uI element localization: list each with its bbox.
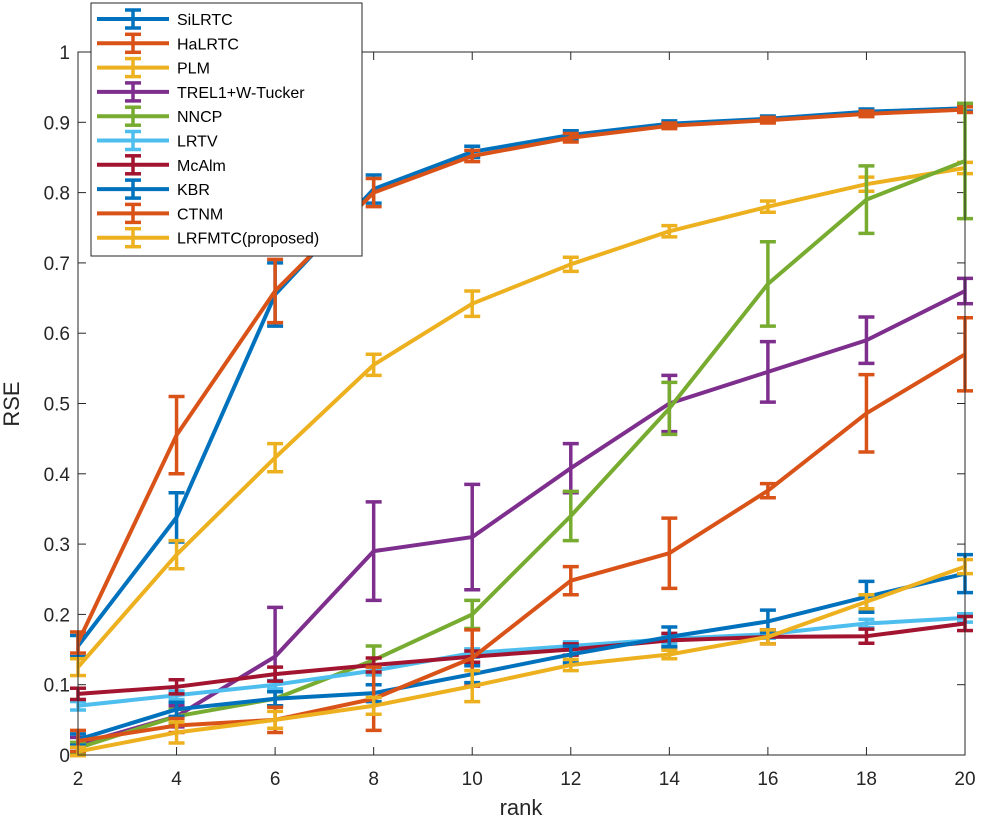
legend-item: HaLRTC xyxy=(97,32,239,55)
x-tick-label: 12 xyxy=(560,769,581,790)
error-bar xyxy=(267,665,284,683)
legend-item: NNCP xyxy=(97,105,222,127)
series-line xyxy=(77,571,966,742)
error-bar xyxy=(168,394,185,476)
y-tick-label: 0.2 xyxy=(44,605,70,626)
y-tick-label: 1 xyxy=(59,43,70,64)
x-tick-label: 8 xyxy=(368,769,379,790)
x-tick-label: 14 xyxy=(659,769,681,790)
y-axis-label: RSE xyxy=(0,381,24,426)
legend-item: McAlm xyxy=(97,154,226,176)
error-bar xyxy=(562,489,579,543)
legend-label: CTNM xyxy=(177,206,223,223)
y-tick-label: 0.8 xyxy=(44,184,70,205)
error-bar xyxy=(759,199,776,215)
error-bar xyxy=(759,628,776,646)
error-bar xyxy=(661,223,678,239)
legend-label: HaLRTC xyxy=(177,36,239,53)
error-bar xyxy=(168,678,185,696)
error-bar xyxy=(858,164,875,236)
legend-label: SiLRTC xyxy=(177,12,233,29)
error-bar xyxy=(365,500,382,603)
legend-item: LRFMTC(proposed) xyxy=(97,226,319,249)
x-axis-label: rank xyxy=(500,795,544,820)
y-tick-label: 0.9 xyxy=(44,113,70,134)
series-line xyxy=(77,621,966,696)
error-bar xyxy=(661,648,678,661)
error-bar xyxy=(858,592,875,611)
error-bar xyxy=(759,240,776,328)
legend-label: LRFMTC(proposed) xyxy=(177,231,319,248)
series-line xyxy=(77,615,966,708)
legend-label: NNCP xyxy=(177,109,222,126)
legend-item: TREL1+W-Tucker xyxy=(97,81,305,103)
legend-item: LRTV xyxy=(97,129,218,152)
error-bar xyxy=(168,538,185,571)
series-halrtc xyxy=(70,105,973,655)
error-bar xyxy=(661,625,678,649)
legend-label: TREL1+W-Tucker xyxy=(177,85,305,102)
legend-item: SiLRTC xyxy=(97,8,233,30)
y-tick-label: 0.7 xyxy=(44,254,70,275)
series-line xyxy=(77,159,966,750)
error-bar xyxy=(267,441,284,474)
error-bar xyxy=(759,481,776,500)
legend-label: PLM xyxy=(177,61,210,78)
error-bar xyxy=(464,289,481,319)
error-bar xyxy=(464,668,481,704)
legend-label: McAlm xyxy=(177,158,226,175)
y-tick-label: 0 xyxy=(59,746,70,767)
series-line xyxy=(76,166,966,669)
error-bar xyxy=(759,115,776,125)
error-bar xyxy=(365,176,382,209)
error-bar xyxy=(858,627,875,645)
error-bar xyxy=(858,109,875,119)
series-group xyxy=(70,101,973,758)
error-bar xyxy=(562,657,579,673)
error-bar xyxy=(365,352,382,378)
series-line xyxy=(76,107,966,644)
series-line xyxy=(77,352,967,743)
y-tick-label: 0.5 xyxy=(44,395,70,416)
error-bar xyxy=(168,720,185,745)
error-bar xyxy=(267,709,284,731)
error-bar xyxy=(661,121,678,131)
legend-label: LRTV xyxy=(177,134,218,151)
y-tick-label: 0.1 xyxy=(44,676,70,697)
legend-item: CTNM xyxy=(97,202,223,225)
tick-labels: 2 4 6 8 10 12 14 16 18 20 0 0.1 0.2 0.3 0.4 0.5 0.6 0.7 0.… xyxy=(44,43,976,790)
x-tick-label: 18 xyxy=(856,769,877,790)
error-bar xyxy=(168,700,185,719)
plot-frame xyxy=(77,51,966,756)
legend-label: KBR xyxy=(177,182,210,199)
x-tick-label: 6 xyxy=(270,769,281,790)
error-bar xyxy=(562,564,579,597)
error-bar xyxy=(562,131,579,144)
error-bar xyxy=(759,339,776,404)
legend-item: PLM xyxy=(97,56,210,79)
legend-item: KBR xyxy=(97,178,210,200)
error-bar xyxy=(661,380,678,437)
legend: SiLRTC HaLRTC PLM TREL1+W-Tucker NNCP LRTV McA… xyxy=(90,2,363,257)
x-tick-label: 10 xyxy=(462,769,483,790)
series-line xyxy=(77,564,966,754)
y-tick-label: 0.3 xyxy=(44,535,70,556)
x-tick-label: 16 xyxy=(757,769,778,790)
error-bar xyxy=(464,482,481,592)
error-bar xyxy=(858,315,875,366)
x-tick-label: 2 xyxy=(73,769,84,790)
y-tick-label: 0.4 xyxy=(44,465,71,486)
error-bar xyxy=(858,372,875,454)
x-tick-label: 4 xyxy=(171,769,182,790)
error-bar xyxy=(464,148,481,164)
error-bar xyxy=(267,257,284,325)
error-bar xyxy=(661,516,678,591)
series-line xyxy=(77,289,966,747)
y-tick-label: 0.6 xyxy=(44,324,70,345)
error-bar xyxy=(365,695,382,716)
x-tick-label: 20 xyxy=(954,769,975,790)
error-bar xyxy=(562,255,579,274)
